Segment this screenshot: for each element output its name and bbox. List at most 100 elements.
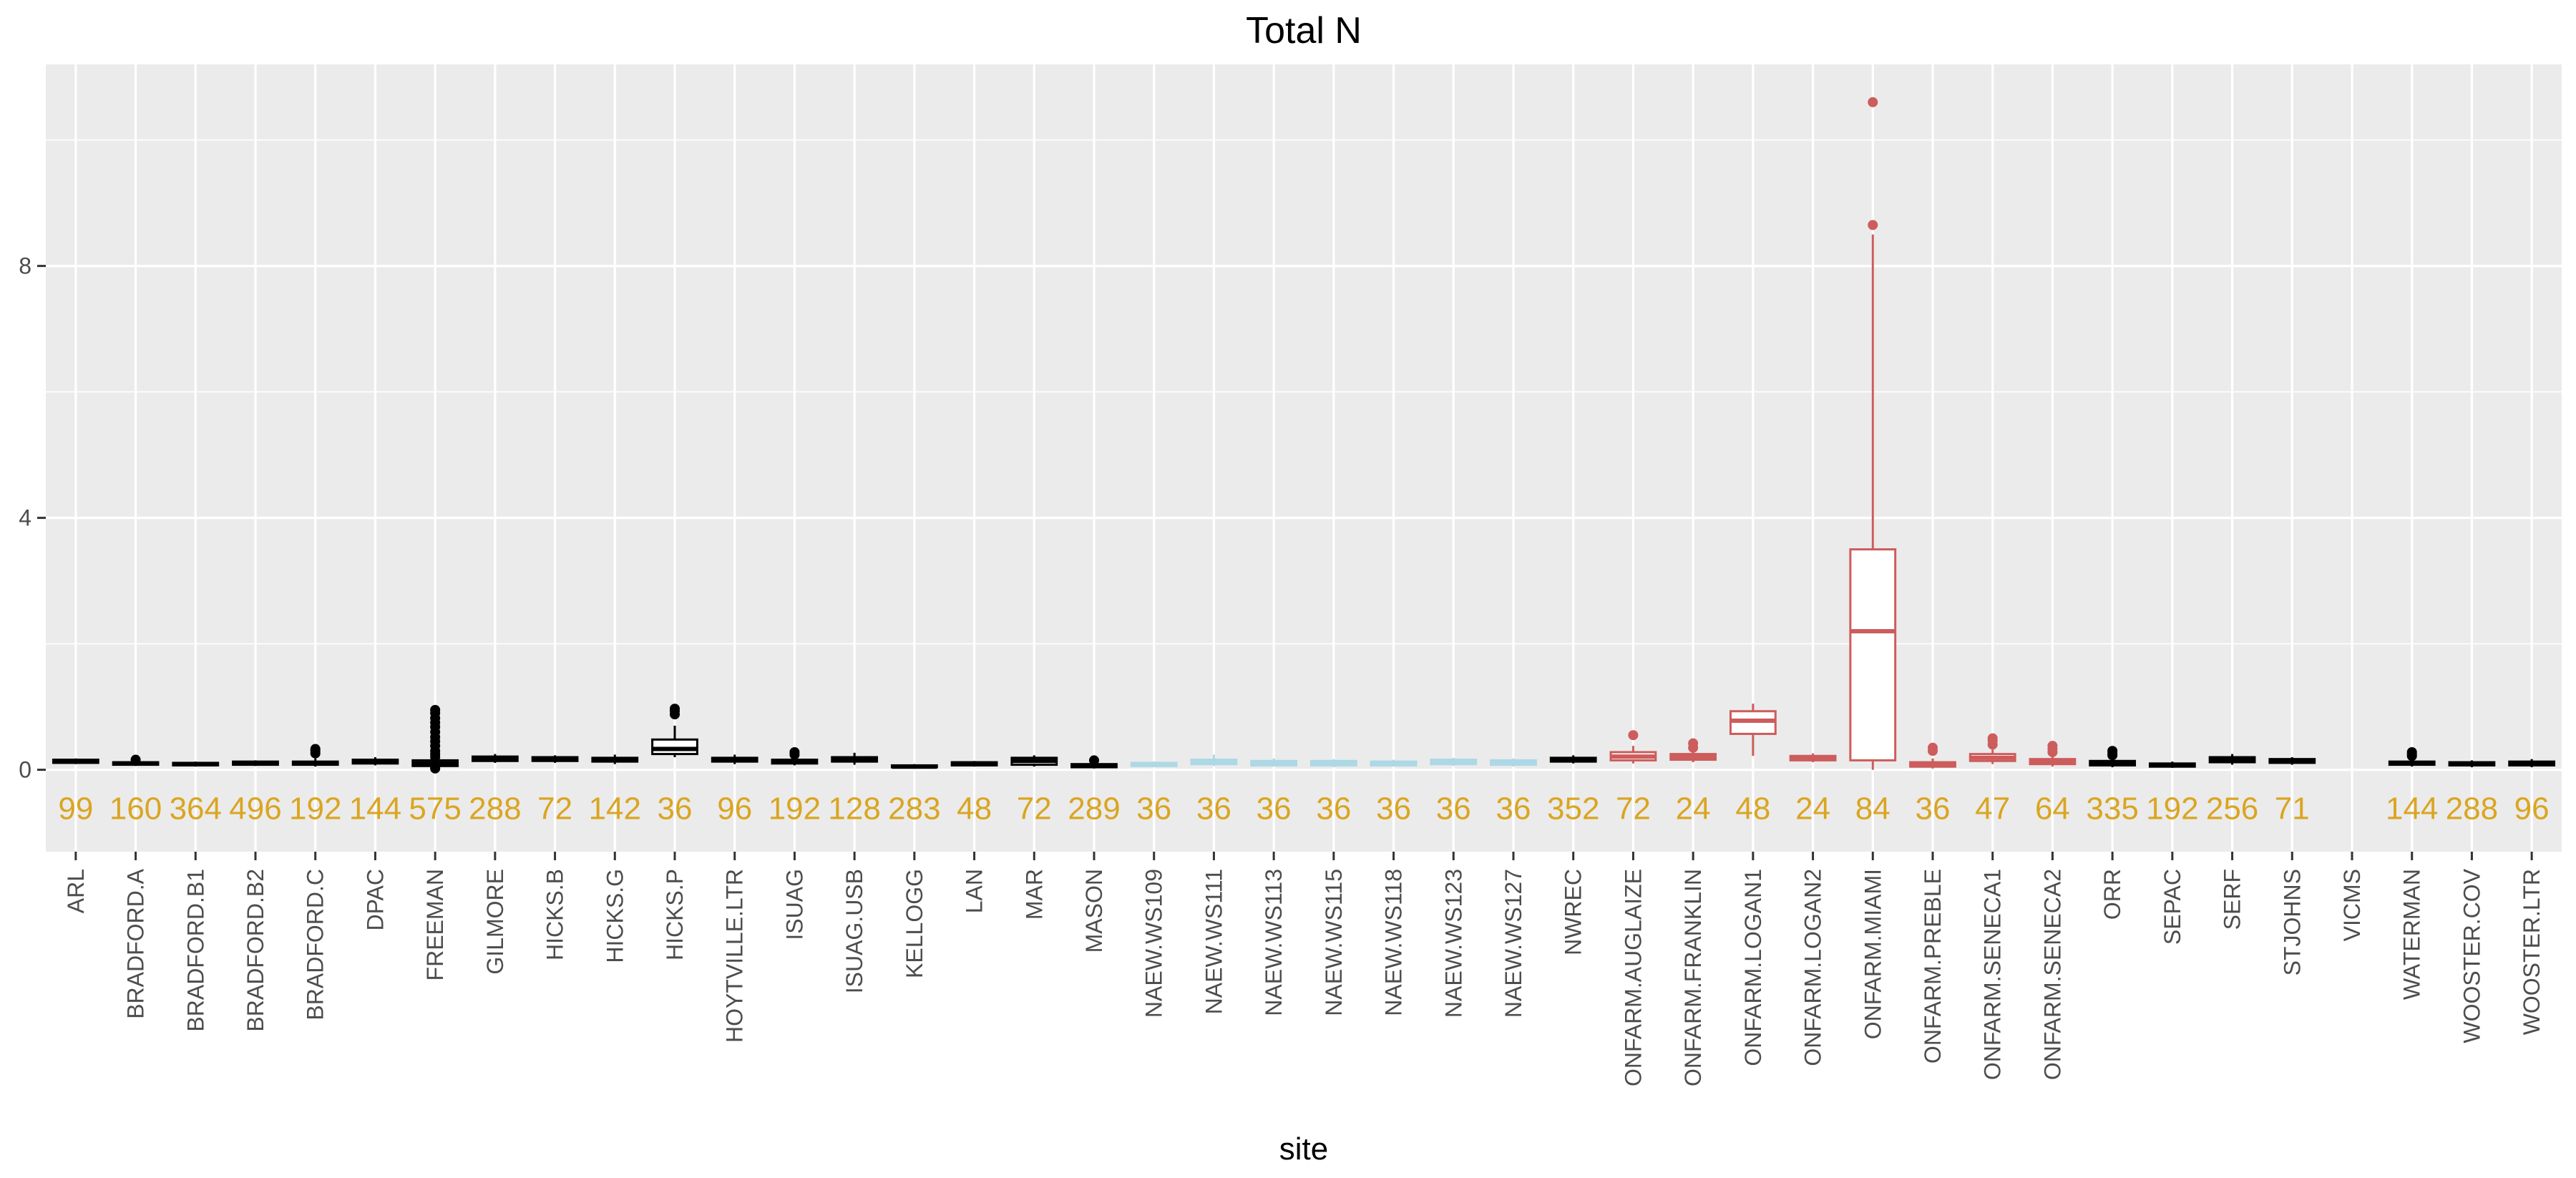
x-axis-title: site: [1279, 1131, 1328, 1167]
x-tick-label: NAEW.WS118: [1381, 869, 1407, 1016]
boxplot-gilmore: [471, 754, 519, 763]
outlier-point: [789, 746, 800, 757]
y-tick-label: 8: [19, 253, 31, 279]
count-label: 128: [828, 791, 880, 826]
outlier-point: [1688, 738, 1699, 749]
x-tick-label: NAEW.WS123: [1440, 869, 1466, 1018]
outlier-point: [310, 744, 321, 754]
x-tick-label: SEPAC: [2160, 869, 2185, 945]
count-label: 48: [957, 791, 992, 826]
x-tick-label: WOOSTER.COV: [2459, 868, 2484, 1043]
count-label: 335: [2086, 791, 2138, 826]
x-tick-label: STJOHNS: [2279, 869, 2305, 975]
boxplot-bradford-b2: [232, 760, 279, 766]
x-tick-label: SERF: [2220, 869, 2245, 930]
count-label: 192: [769, 791, 821, 826]
count-label: 36: [1496, 791, 1531, 826]
count-label: 64: [2035, 791, 2070, 826]
boxplot-isuag: [771, 746, 819, 766]
outlier-point: [430, 761, 441, 772]
x-tick-label: ONFARM.LOGAN2: [1800, 869, 1826, 1066]
boxplot-isuag-usb: [831, 752, 879, 765]
boxplot-hicks-g: [591, 754, 639, 764]
x-tick-label: ONFARM.FRANKLIN: [1680, 869, 1706, 1086]
boxplot-hoytville-ltr: [711, 754, 758, 764]
count-label: 288: [469, 791, 521, 826]
x-tick-label: WATERMAN: [2399, 869, 2425, 1000]
x-tick-label: KELLOGG: [902, 869, 927, 978]
outlier-point: [2047, 741, 2058, 751]
x-tick-label: ORR: [2099, 869, 2125, 920]
boxplot-onfarm-seneca1: [1968, 733, 2016, 764]
boxplot-orr: [2089, 746, 2137, 768]
outlier-point: [2107, 746, 2118, 756]
count-label: 575: [409, 791, 461, 826]
count-label: 72: [1017, 791, 1052, 826]
count-label: 256: [2206, 791, 2258, 826]
count-label: 160: [109, 791, 162, 826]
boxplot-naew-ws127: [1490, 758, 1537, 767]
count-label: 36: [1136, 791, 1171, 826]
x-tick-label: ONFARM.MIAMI: [1860, 869, 1885, 1039]
x-tick-label: NAEW.WS115: [1321, 869, 1347, 1016]
x-tick-label: HICKS.B: [542, 869, 568, 960]
x-tick-label: ONFARM.PREBLE: [1920, 869, 1946, 1063]
count-label: 47: [1975, 791, 2010, 826]
count-label: 24: [1676, 791, 1711, 826]
outlier-point: [1987, 733, 1998, 744]
x-tick-label: BRADFORD.B1: [182, 869, 208, 1032]
count-label: 96: [2514, 791, 2550, 826]
outlier-point: [430, 705, 441, 715]
x-tick-label: NWREC: [1561, 869, 1586, 955]
count-label: 144: [349, 791, 401, 826]
count-label: 36: [658, 791, 693, 826]
x-tick-label: NAEW.WS111: [1201, 869, 1226, 1014]
box: [1849, 548, 1897, 761]
outlier-point: [130, 754, 141, 765]
x-tick-label: MAR: [1021, 869, 1047, 920]
x-tick-label: LAN: [962, 869, 987, 913]
boxplot-hicks-p: [651, 704, 698, 757]
boxplot-sepac: [2148, 761, 2196, 768]
outlier-point: [670, 704, 680, 714]
count-label: 142: [589, 791, 641, 826]
x-tick-label: HICKS.G: [602, 869, 628, 963]
count-label: 144: [2386, 791, 2438, 826]
boxplot-freeman: [411, 705, 459, 774]
boxplot-stjohns: [2268, 757, 2316, 765]
count-label: 36: [1436, 791, 1471, 826]
count-labels: 99 160 364 496 192 144 575 288 72 142 36 96 192 128 28…: [58, 791, 2549, 826]
count-label: 84: [1855, 791, 1890, 826]
x-tick-label: WOOSTER.LTR: [2519, 869, 2545, 1035]
boxplot-onfarm-auglaize: [1609, 730, 1657, 764]
boxplot-onfarm-miami: [1849, 97, 1897, 770]
count-label: 36: [1916, 791, 1951, 826]
count-label: 72: [537, 791, 572, 826]
boxplot-mar: [1010, 755, 1058, 767]
outlier-point: [1628, 730, 1639, 741]
boxplot-naew-ws115: [1309, 759, 1357, 768]
count-label: 48: [1735, 791, 1770, 826]
boxplot-dpac: [351, 757, 399, 766]
boxplot-onfarm-seneca2: [2029, 741, 2077, 767]
count-label: 36: [1257, 791, 1292, 826]
x-tick-label: ARL: [63, 869, 89, 913]
x-tick-label: BRADFORD.A: [123, 868, 149, 1018]
boxplot-bradford-b1: [172, 761, 220, 767]
boxplot-naew-ws123: [1430, 757, 1478, 766]
x-tick-label: VICMS: [2339, 869, 2365, 941]
boxplot-onfarm-logan2: [1789, 753, 1837, 763]
boxplot-naew-ws111: [1190, 754, 1238, 766]
count-label: 36: [1196, 791, 1231, 826]
boxplot-serf: [2208, 754, 2256, 765]
boxplot-naew-ws109: [1130, 761, 1178, 768]
count-label: 36: [1316, 791, 1351, 826]
x-tick-label: ONFARM.SENECA2: [2039, 869, 2065, 1080]
boxplot-arl: [52, 758, 99, 764]
outlier-point: [1928, 742, 1938, 753]
outlier-point: [1089, 755, 1099, 766]
plot-panel: [46, 64, 2562, 852]
chart-title: Total N: [1246, 10, 1362, 52]
outlier-point: [1868, 97, 1878, 107]
boxplot-bradford-c: [291, 744, 339, 767]
